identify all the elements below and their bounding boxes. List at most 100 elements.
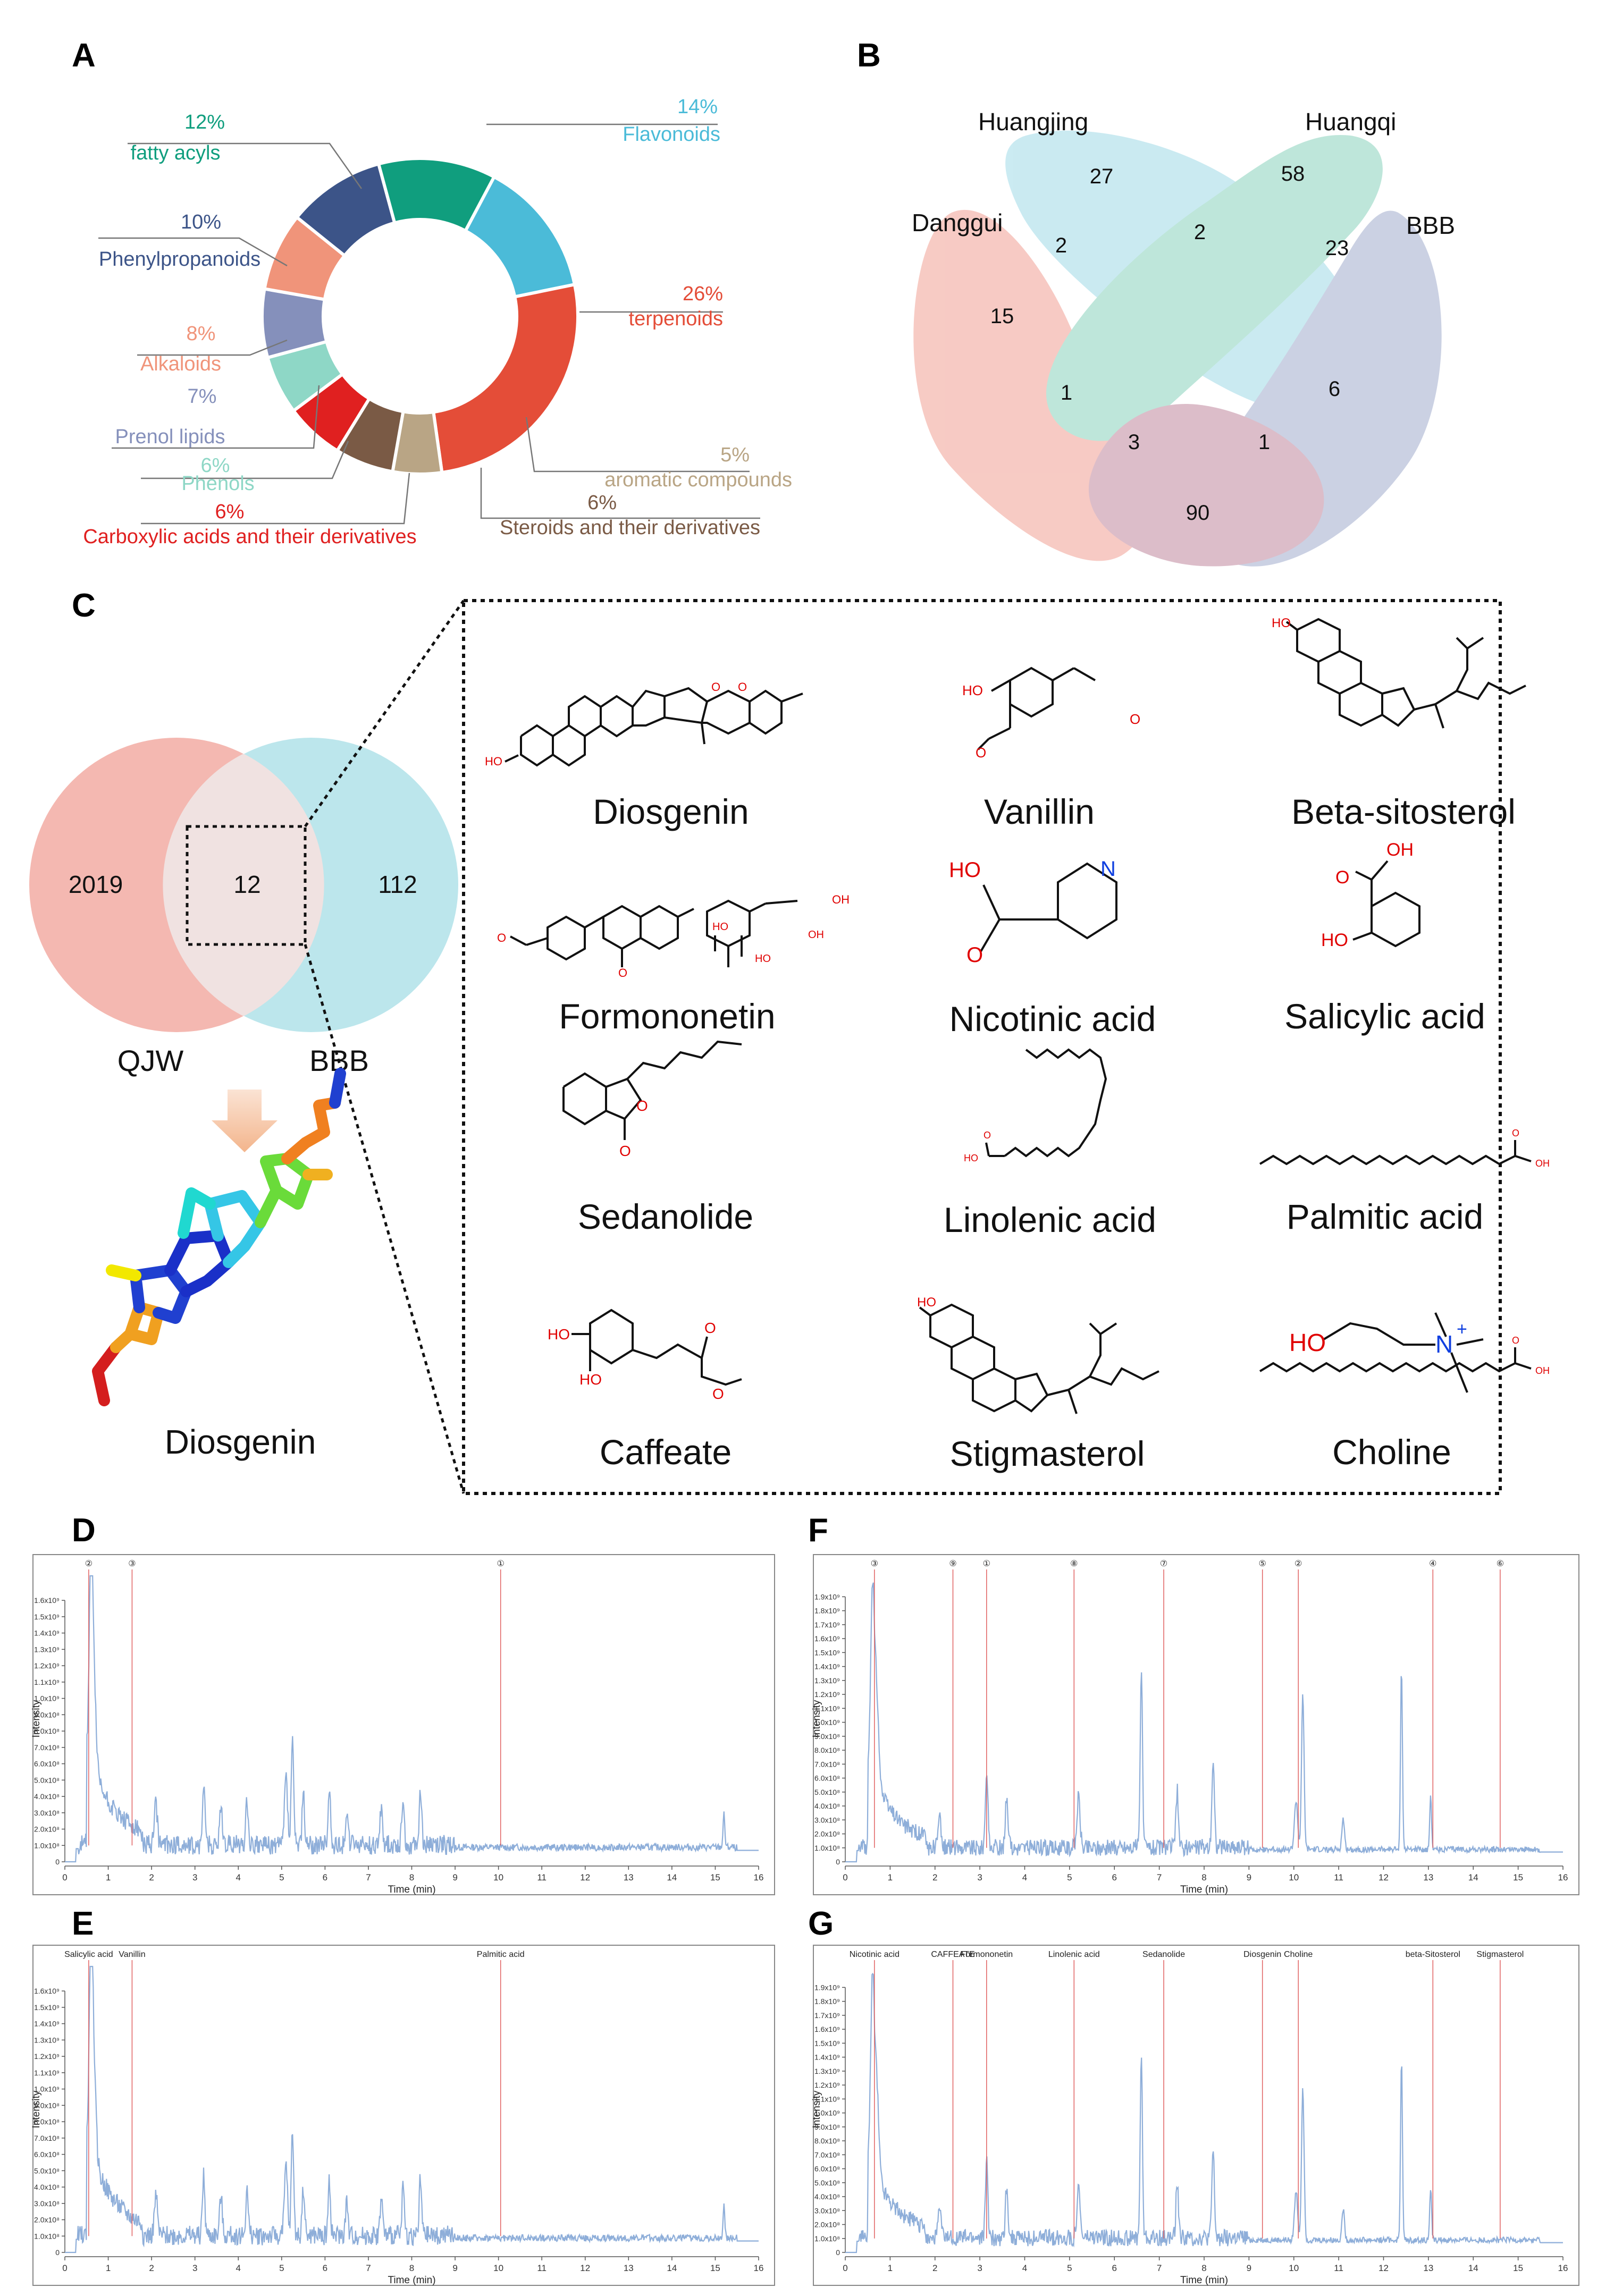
atom-label: O: [976, 745, 986, 761]
structure-vanillin: [977, 666, 1096, 750]
y-tick-label: 3.0x10⁸: [34, 1809, 60, 1817]
molecule-name: Linolenic acid: [944, 1200, 1156, 1239]
y-tick-label: 1.2x10⁹: [814, 2081, 840, 2089]
y-tick-label: 7.0x10⁸: [814, 1760, 840, 1768]
y-tick-label: 7.0x10⁸: [34, 1743, 60, 1752]
chromatogram-g: 0 1.0x10⁸ 2.0x10⁸ 3.0x10⁸ 4.0x10⁸ 5.0x10⁸ 6.0x…: [811, 1945, 1579, 2286]
x-tick-label: 4: [236, 2263, 241, 2273]
atom-label: O: [636, 1098, 648, 1114]
x-tick-label: 1: [106, 2263, 111, 2273]
y-tick-label: 1.6x10⁹: [34, 1596, 60, 1605]
y-tick-label: 1.9x10⁹: [814, 1592, 840, 1601]
peak-annotation: Vanillin: [119, 1950, 145, 1959]
molecule-name: Formononetin: [559, 997, 775, 1036]
atom-label: O: [619, 1143, 631, 1159]
leader-line: [137, 339, 288, 356]
x-tick-label: 16: [754, 2263, 764, 2273]
peak-annotation: ③: [128, 1559, 136, 1568]
atom-label: O: [1512, 1335, 1519, 1346]
y-tick-label: 5.0x10⁸: [814, 2179, 840, 2187]
slice-percent: 12%: [184, 111, 225, 133]
y-tick-label: 4.0x10⁸: [34, 1792, 60, 1801]
x-tick-label: 1: [888, 2263, 893, 2273]
x-tick-label: 12: [580, 1872, 590, 1883]
x-tick-label: 11: [537, 1872, 547, 1883]
x-tick-label: 12: [1378, 1872, 1389, 1883]
molecule-panel-border: [462, 599, 1502, 1495]
x-tick-label: 11: [1334, 1872, 1343, 1883]
panel-label-e: E: [72, 1905, 94, 1942]
atom-label: HO: [712, 921, 728, 933]
y-tick-label: 6.0x10⁸: [34, 1760, 60, 1768]
x-tick-label: 0: [62, 2263, 67, 2273]
atom-label: OH: [1535, 1158, 1550, 1169]
slice-percent: 5%: [720, 444, 750, 466]
x-tick-label: 10: [1289, 1872, 1299, 1883]
y-tick-label: 1.1x10⁹: [814, 2095, 840, 2103]
y-tick-label: 1.1x10⁹: [34, 2069, 60, 2077]
x-axis-label: Time (min): [388, 2275, 435, 2286]
y-tick-label: 1.0x10⁸: [814, 1844, 840, 1852]
venn4-label-danggui: Danggui: [912, 209, 1003, 237]
x-tick-label: 4: [236, 1872, 241, 1883]
atom-label: O: [618, 966, 627, 980]
atom-label: O: [711, 680, 720, 694]
x-tick-label: 9: [1247, 2263, 1251, 2273]
slice-label: Prenol lipids: [115, 426, 225, 448]
x-tick-label: 11: [537, 2263, 547, 2273]
slice-percent: 6%: [201, 454, 230, 477]
y-tick-label: 1.0x10⁹: [814, 2109, 840, 2117]
atom-label: O: [738, 680, 747, 694]
atom-label: HO: [964, 1153, 978, 1163]
peak-annotation: Diosgenin: [1243, 1950, 1281, 1959]
x-axis-label: Time (min): [1180, 2275, 1228, 2286]
venn2-overlap: [163, 754, 324, 1016]
x-tick-label: 7: [366, 2263, 371, 2273]
y-tick-label: 9.0x10⁸: [814, 1732, 840, 1741]
atom-label: HO: [1289, 1329, 1326, 1356]
x-tick-label: 15: [710, 2263, 720, 2273]
structure-salicylic-acid: [1352, 860, 1420, 948]
slice-label: Steroids and their derivatives: [500, 517, 760, 539]
y-tick-label: 1.8x10⁹: [814, 1997, 840, 2006]
molecule-name: Salicylic acid: [1284, 997, 1485, 1036]
panel-label-f: F: [808, 1512, 828, 1549]
venn4-count: 90: [1186, 501, 1210, 525]
leader-line: [525, 417, 750, 472]
x-tick-label: 5: [1067, 1872, 1072, 1883]
donut-chart: 14% Flavonoids 26% terpenoids 5% aromatic com…: [83, 96, 792, 548]
venn4-count: 1: [1061, 381, 1072, 404]
x-tick-label: 7: [1157, 2263, 1162, 2273]
x-tick-label: 6: [323, 1872, 327, 1883]
x-tick-label: 4: [1022, 1872, 1027, 1883]
slice-percent: 8%: [187, 323, 216, 345]
y-tick-label: 1.0x10⁸: [34, 1841, 60, 1850]
venn4-label-huangqi: Huangqi: [1305, 108, 1396, 136]
y-tick-label: 1.8x10⁹: [814, 1607, 840, 1615]
molecule-name: Sedanolide: [578, 1197, 753, 1236]
y-tick-label: 1.5x10⁹: [814, 1648, 840, 1657]
diosgenin-3d-model: [92, 1068, 346, 1406]
peak-annotation: ⑥: [1497, 1559, 1504, 1568]
x-tick-label: 11: [1334, 2263, 1343, 2273]
x-tick-label: 10: [493, 1872, 503, 1883]
molecule-name: Diosgenin: [593, 792, 749, 831]
x-tick-label: 6: [323, 2263, 327, 2273]
atom-label: HO: [917, 1295, 936, 1310]
peak-annotation: ⑨: [949, 1559, 956, 1568]
panel-label-g: G: [808, 1905, 834, 1942]
y-tick-label: 3.0x10⁸: [814, 2206, 840, 2215]
y-tick-label: 1.0x10⁹: [34, 1694, 60, 1703]
y-tick-label: 1.3x10⁹: [34, 2036, 60, 2044]
slice-label: terpenoids: [629, 308, 723, 330]
y-tick-label: 5.0x10⁸: [34, 1776, 60, 1784]
atom-label: HO: [1272, 616, 1291, 630]
chromatogram-trace: [845, 1582, 1563, 1863]
y-tick-label: 1.3x10⁹: [34, 1645, 60, 1653]
atom-label: O: [1512, 1128, 1519, 1138]
y-tick-label: 1.1x10⁹: [814, 1704, 840, 1712]
y-tick-label: 8.0x10⁸: [34, 2117, 60, 2126]
x-tick-label: 13: [1423, 2263, 1433, 2273]
y-tick-label: 1.4x10⁹: [34, 1629, 60, 1637]
slice-label: aromatic compounds: [604, 469, 792, 491]
